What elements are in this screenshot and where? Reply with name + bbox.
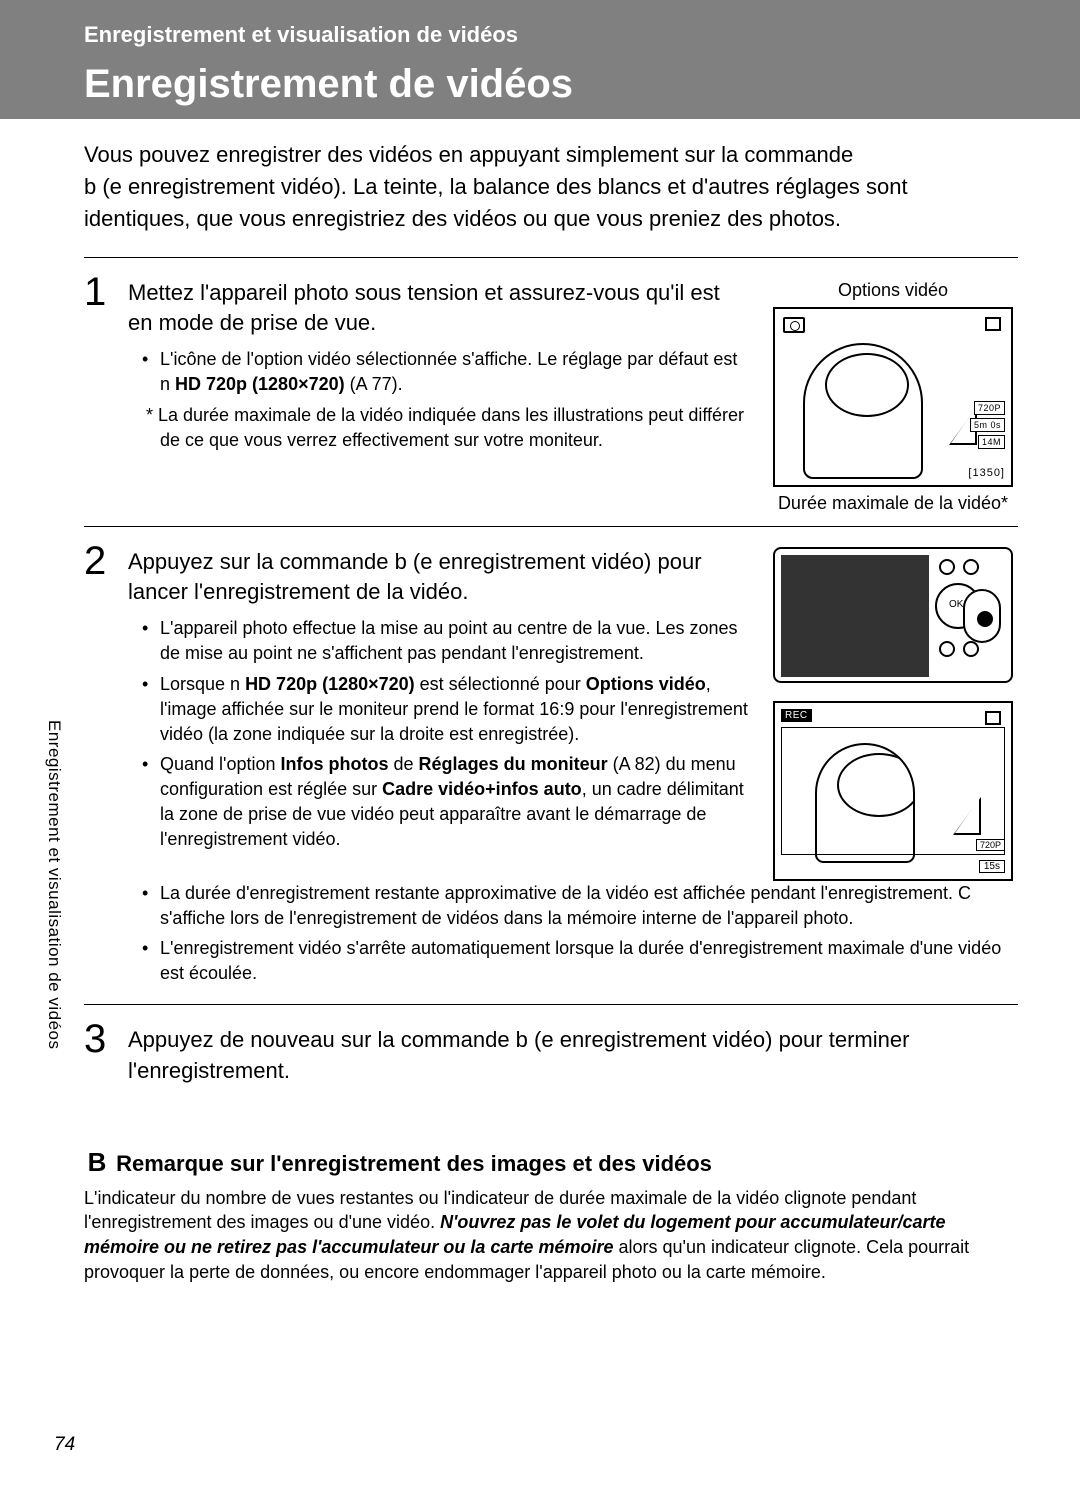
note-heading: B Remarque sur l'enregistrement des imag… — [84, 1147, 1018, 1178]
screen-badges: 720P 5m 0s 14M — [970, 401, 1005, 449]
note-icon: B — [84, 1147, 110, 1178]
step-2-bullet-4: La durée d'enregistrement restante appro… — [142, 881, 1018, 931]
playback-icon — [985, 711, 1001, 725]
rec-indicator: REC — [781, 709, 812, 722]
step-2-text-upper: Appuyez sur la commande b (e enregistrem… — [128, 547, 750, 858]
camera-screen-illustration: 720P 5m 0s 14M [1350] — [773, 307, 1013, 487]
step-3-number: 3 — [84, 1019, 128, 1059]
figure-label-duration: Durée maximale de la vidéo* — [768, 493, 1018, 514]
camera-body-illustration — [773, 547, 1013, 683]
step-2: 2 Appuyez sur la commande b (e enregistr… — [84, 526, 1018, 1004]
figure-label-options: Options vidéo — [768, 280, 1018, 301]
playback-icon — [985, 317, 1001, 331]
step-1-text: Mettez l'appareil photo sous tension et … — [128, 278, 750, 453]
step-2-bullet-3: Quand l'option Infos photos de Réglages … — [142, 752, 750, 851]
subject-illustration — [815, 743, 915, 863]
size-badge: 14M — [978, 435, 1005, 449]
header-band: Enregistrement et visualisation de vidéo… — [0, 0, 1080, 119]
sailboat-illustration — [953, 797, 981, 835]
step-2-figure: REC 720P 15s — [768, 547, 1018, 881]
camera-button-bottom — [939, 641, 955, 657]
step-2-number: 2 — [84, 541, 128, 581]
camera-mode-icon — [783, 317, 805, 333]
page-title: Enregistrement de vidéos — [84, 62, 1080, 107]
step-1-number: 1 — [84, 272, 128, 312]
time-remaining-badge: 15s — [979, 860, 1005, 873]
intro-line1: Vous pouvez enregistrer des vidéos en ap… — [84, 142, 853, 167]
resolution-badge: 720P — [976, 839, 1005, 851]
step-2-bullets-lower: La durée d'enregistrement restante appro… — [128, 881, 1018, 986]
camera-button-top — [939, 559, 955, 575]
duration-badge: 5m 0s — [970, 418, 1005, 432]
content-area: Vous pouvez enregistrer des vidéos en ap… — [0, 119, 1080, 1107]
step-1: 1 Mettez l'appareil photo sous tension e… — [84, 257, 1018, 526]
resolution-badge: 720P — [974, 401, 1005, 415]
frame-counter: [1350] — [968, 467, 1005, 479]
step-1-heading: Mettez l'appareil photo sous tension et … — [128, 278, 750, 340]
step-2-bullet-2: Lorsque n HD 720p (1280×720) est sélecti… — [142, 672, 750, 746]
record-button-icon — [963, 589, 1001, 643]
step-2-bullet-5: L'enregistrement vidéo s'arrête automati… — [142, 936, 1018, 986]
step-3-heading: Appuyez de nouveau sur la commande b (e … — [128, 1025, 1018, 1087]
step-2-bullet-1: L'appareil photo effectue la mise au poi… — [142, 616, 750, 666]
camera-lcd — [781, 555, 929, 677]
intro-line2: b (e enregistrement vidéo). La teinte, l… — [84, 174, 908, 231]
camera-button-top2 — [963, 559, 979, 575]
note-block: B Remarque sur l'enregistrement des imag… — [0, 1147, 1080, 1285]
page-number: 74 — [54, 1434, 75, 1456]
step-2-heading: Appuyez sur la commande b (e enregistrem… — [128, 547, 750, 609]
section-label: Enregistrement et visualisation de vidéo… — [84, 22, 1080, 48]
camera-button-bottom2 — [963, 641, 979, 657]
step-3: 3 Appuyez de nouveau sur la commande b (… — [84, 1004, 1018, 1107]
intro-paragraph: Vous pouvez enregistrer des vidéos en ap… — [84, 139, 1018, 235]
step-1-asterisk-note: * La durée maximale de la vidéo indiquée… — [128, 403, 750, 453]
note-title: Remarque sur l'enregistrement des images… — [116, 1151, 712, 1176]
note-body: L'indicateur du nombre de vues restantes… — [84, 1186, 1018, 1285]
subject-illustration — [803, 343, 923, 479]
step-1-figure: Options vidéo 720P 5m 0s 14M [1350] Duré… — [768, 278, 1018, 514]
side-tab-label: Enregistrement et visualisation de vidéo… — [44, 720, 64, 1050]
step-1-bullet-1: L'icône de l'option vidéo sélectionnée s… — [142, 347, 750, 397]
recording-screen-illustration: REC 720P 15s — [773, 701, 1013, 881]
